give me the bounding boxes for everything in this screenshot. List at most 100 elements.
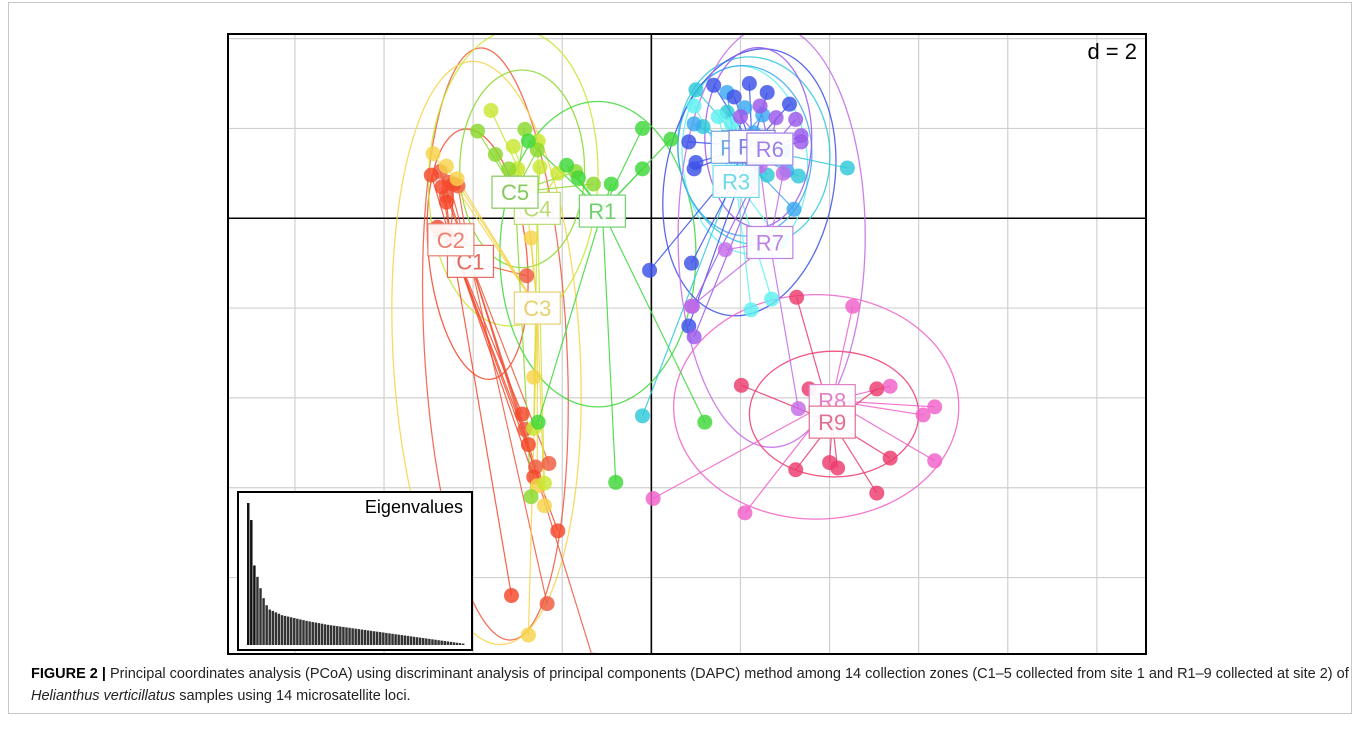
eigenvalue-bar xyxy=(247,503,250,645)
eigenvalue-bar xyxy=(388,633,391,645)
eigenvalue-bar xyxy=(314,622,318,645)
star-line-c4 xyxy=(536,208,546,484)
label-text: R1 xyxy=(588,199,616,224)
point-r2 xyxy=(839,160,855,176)
label-text: R3 xyxy=(722,169,750,194)
point-c2 xyxy=(434,179,450,195)
point-r5 xyxy=(642,262,658,278)
eigenvalue-bar xyxy=(320,623,324,645)
point-c3 xyxy=(438,158,454,174)
point-c3 xyxy=(520,627,536,643)
point-r5 xyxy=(683,255,699,271)
star-line-c3 xyxy=(456,178,538,309)
pcoa-plot: C1C2C3C4C5R1R2R3R4R5R6R7R8R9 d = 2 Eigen… xyxy=(227,33,1147,655)
label-text: C2 xyxy=(437,228,465,253)
point-r9 xyxy=(789,289,805,305)
eigenvalue-bar xyxy=(342,626,345,645)
point-r8 xyxy=(645,491,661,506)
point-c2 xyxy=(550,523,566,539)
point-c1 xyxy=(519,268,535,284)
group-label-r7: R7 xyxy=(746,225,794,260)
group-label-r9: R9 xyxy=(808,405,856,439)
eigenvalue-bar xyxy=(415,637,419,645)
group-label-r1: R1 xyxy=(578,194,626,228)
eigenvalue-bar xyxy=(437,640,440,645)
eigenvalue-bar xyxy=(308,621,311,645)
point-c5 xyxy=(487,146,503,162)
eigenvalue-bar xyxy=(283,615,287,645)
eigenvalue-bar xyxy=(323,624,327,645)
eigenvalue-bar xyxy=(385,632,388,645)
point-r6 xyxy=(752,98,768,114)
label-box xyxy=(427,223,475,257)
point-r8 xyxy=(927,453,943,469)
point-r5 xyxy=(741,76,757,92)
point-c3 xyxy=(523,230,539,246)
point-r1 xyxy=(634,120,650,136)
pcoa-svg: C1C2C3C4C5R1R2R3R4R5R6R7R8R9 xyxy=(229,35,1145,653)
label-box xyxy=(746,225,794,260)
group-label-r3: R3 xyxy=(712,164,760,199)
point-r9 xyxy=(788,462,804,478)
eigenvalue-bar xyxy=(431,639,434,645)
point-c5 xyxy=(523,489,539,505)
point-r8 xyxy=(927,399,943,415)
point-r1 xyxy=(530,414,546,430)
eigenvalue-bar xyxy=(299,619,302,645)
point-r5 xyxy=(726,89,742,105)
eigenvalue-bar xyxy=(412,636,416,645)
eigenvalue-bar xyxy=(277,613,281,645)
eigenvalue-bar xyxy=(311,621,314,645)
eigenvalue-bar xyxy=(302,620,305,645)
point-r1 xyxy=(603,176,619,192)
label-text: R9 xyxy=(818,410,846,435)
point-r1 xyxy=(663,131,679,147)
point-r3 xyxy=(686,98,702,114)
eigenvalue-bar xyxy=(379,632,382,645)
eigenvalue-bar xyxy=(366,630,370,645)
label-text: C5 xyxy=(501,180,529,205)
eigenvalue-bar xyxy=(317,623,321,645)
label-box xyxy=(746,132,794,166)
star-line-c3 xyxy=(536,308,546,506)
point-r6 xyxy=(732,109,748,125)
eigenvalue-bar xyxy=(425,638,428,645)
eigenvalue-bar xyxy=(369,630,373,645)
eigenvalue-bar xyxy=(262,598,265,645)
eigenvalue-bar xyxy=(461,643,465,645)
label-text: R7 xyxy=(756,230,784,255)
point-c2 xyxy=(514,406,530,422)
eigenvalue-bar xyxy=(446,641,450,645)
eigenvalue-bar xyxy=(375,631,379,645)
point-r8 xyxy=(915,407,931,423)
eigenvalue-bar xyxy=(452,642,456,645)
eigenvalue-bar xyxy=(449,641,453,645)
label-text: R6 xyxy=(756,137,784,162)
point-r2 xyxy=(790,168,806,184)
point-r9 xyxy=(869,485,885,501)
eigenvalue-bar xyxy=(253,565,256,645)
star-line-r8 xyxy=(652,400,833,500)
point-c2 xyxy=(520,437,536,453)
star-line-r1 xyxy=(601,211,617,483)
eigenvalue-bar xyxy=(428,638,431,645)
eigenvalue-bar xyxy=(274,612,278,645)
point-r9 xyxy=(830,460,846,476)
eigenvalue-bar xyxy=(326,624,330,645)
eigenvalues-barplot xyxy=(247,503,465,645)
point-r3 xyxy=(764,291,780,307)
eigenvalue-bar xyxy=(406,635,410,645)
star-line-r1 xyxy=(537,210,603,423)
point-r8 xyxy=(882,378,898,394)
point-r5 xyxy=(759,84,775,100)
eigenvalue-bar xyxy=(394,634,397,645)
point-r6 xyxy=(793,134,809,150)
label-box xyxy=(491,175,539,209)
point-r8 xyxy=(845,298,861,314)
eigenvalue-bar xyxy=(351,628,354,645)
eigenvalue-bar xyxy=(348,627,351,645)
point-c3 xyxy=(526,369,542,385)
label-box xyxy=(513,291,561,325)
eigenvalue-bar xyxy=(360,629,364,645)
eigenvalues-title: Eigenvalues xyxy=(364,497,463,517)
